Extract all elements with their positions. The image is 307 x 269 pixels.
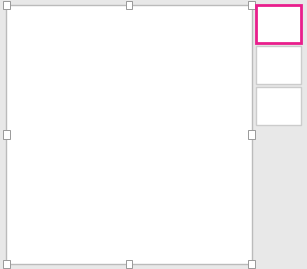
Wedge shape bbox=[129, 119, 211, 154]
Text: +: + bbox=[269, 12, 289, 36]
Wedge shape bbox=[69, 129, 207, 211]
Legend: dessert, salat, kaffe, sandwich: dessert, salat, kaffe, sandwich bbox=[32, 241, 226, 251]
Title: Diagramtitel: Diagramtitel bbox=[81, 6, 177, 22]
Wedge shape bbox=[129, 47, 210, 129]
Polygon shape bbox=[265, 96, 292, 116]
Wedge shape bbox=[47, 47, 129, 185]
